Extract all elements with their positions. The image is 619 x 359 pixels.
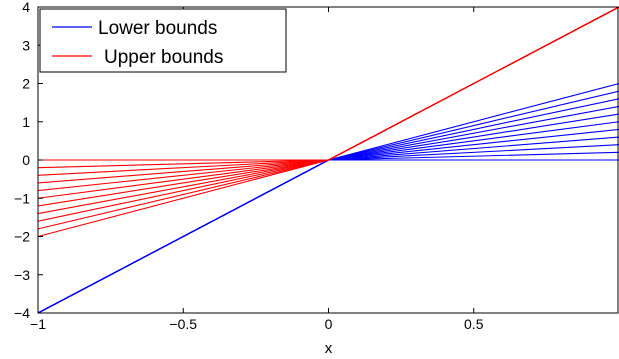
legend-label-lower-bounds: Lower bounds — [98, 18, 217, 39]
x-tick-label: −1 — [30, 316, 46, 332]
lower-bound-line — [37, 82, 619, 314]
y-tick-label: 1 — [22, 114, 30, 130]
upper-bound-line — [37, 6, 619, 238]
x-tick-label: 0.5 — [464, 316, 484, 332]
y-tick-label: 3 — [22, 37, 30, 53]
x-tick-label: 0 — [325, 316, 333, 332]
y-tick-label: −2 — [14, 229, 30, 245]
x-axis-label: x — [325, 340, 333, 357]
y-tick-label: 2 — [22, 76, 30, 92]
y-tick-label: −4 — [14, 305, 30, 321]
lower-bound-line — [37, 90, 619, 314]
lower-bound-line — [37, 98, 619, 314]
legend-box — [39, 8, 287, 73]
lower-bound-line — [37, 144, 619, 314]
lower-bound-line — [37, 128, 619, 314]
series-lines — [37, 6, 619, 314]
y-tick-label: −1 — [14, 190, 30, 206]
lower-bound-line — [37, 105, 619, 314]
legend: Lower bounds Upper bounds — [39, 8, 287, 73]
lower-bound-line — [37, 136, 619, 314]
axis-ticks: −1 −0.5 0 0.5 −4 −3 −2 −1 0 1 2 3 4 — [14, 0, 484, 332]
lower-bound-line — [37, 159, 619, 314]
lower-bound-line — [37, 121, 619, 314]
legend-label-upper-bounds: Upper bounds — [104, 47, 223, 68]
y-tick-label: 4 — [22, 0, 30, 15]
x-tick-label: −0.5 — [169, 316, 197, 332]
y-tick-label: −3 — [14, 267, 30, 283]
y-tick-label: 0 — [22, 152, 30, 168]
